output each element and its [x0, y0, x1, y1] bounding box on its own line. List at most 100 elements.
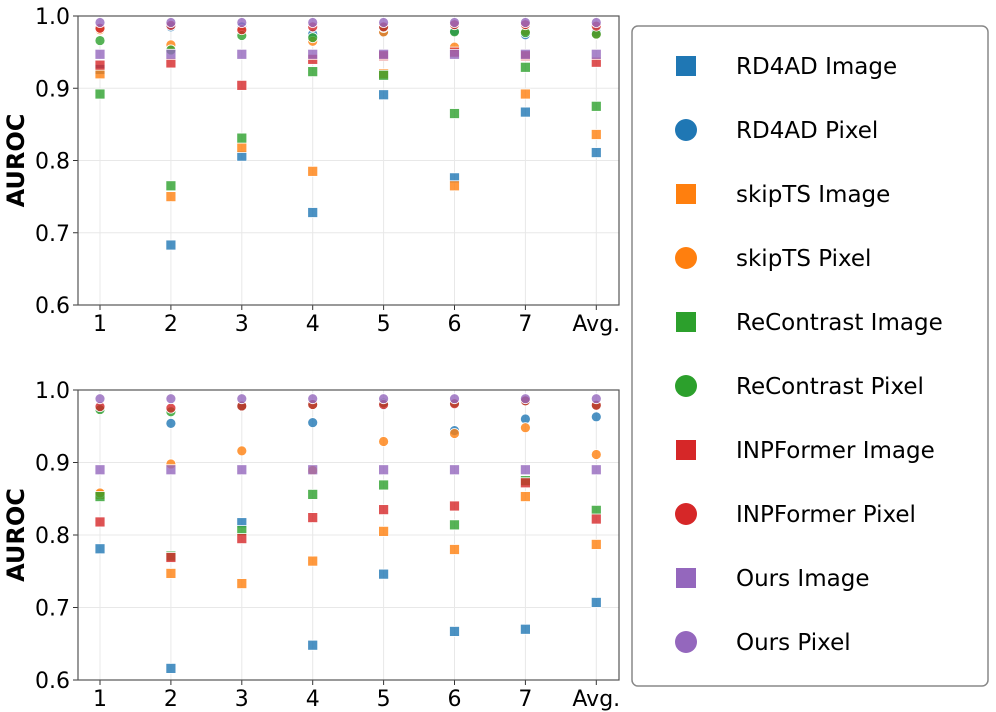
x-tick-label: 4 [306, 312, 320, 337]
legend-marker-skipts-pixel [675, 247, 697, 269]
y-tick-label: 0.9 [35, 452, 70, 477]
x-tick-label: Avg. [572, 687, 620, 712]
legend-label-skipts-pixel: skipTS Pixel [736, 246, 871, 272]
legend-label-ours-image: Ours Image [736, 566, 869, 592]
point-skipts-pixel-avg [590, 449, 602, 460]
point-inpformer-image-3 [236, 533, 248, 545]
point-rd4ad-image-avg [590, 147, 602, 158]
x-tick-label: Avg. [572, 312, 620, 337]
y-tick-label: 0.6 [35, 669, 70, 694]
y-tick-label: 0.8 [35, 524, 70, 549]
point-ours-pixel-4 [307, 17, 319, 28]
point-ours-image-6 [449, 48, 460, 60]
point-skipts-image-2 [165, 568, 177, 579]
point-skipts-pixel-5 [378, 436, 390, 447]
point-ours-image-avg [590, 48, 602, 60]
y-tick-label: 0.7 [35, 222, 70, 247]
legend-label-recontrast-pixel: ReContrast Pixel [736, 374, 924, 400]
legend-marker-inpformer-image [676, 440, 696, 460]
x-tick-label: 7 [518, 687, 532, 712]
point-skipts-image-avg [590, 129, 602, 140]
legend-marker-inpformer-pixel [675, 503, 697, 525]
x-tick-label: 4 [306, 687, 320, 712]
point-skipts-image-6 [449, 180, 460, 192]
point-rd4ad-pixel-2 [165, 417, 177, 429]
point-rd4ad-image-avg [590, 597, 602, 608]
point-rd4ad-image-2 [165, 663, 177, 674]
legend-label-skipts-image: skipTS Image [736, 182, 890, 208]
point-ours-image-5 [378, 464, 390, 476]
point-ours-pixel-7 [520, 17, 531, 28]
x-tick-label: 2 [164, 312, 178, 337]
point-ours-image-4 [307, 464, 319, 476]
point-inpformer-image-1 [94, 59, 106, 71]
point-rd4ad-image-5 [378, 89, 390, 101]
legend-label-rd4ad-pixel: RD4AD Pixel [736, 118, 878, 144]
point-rd4ad-image-1 [94, 543, 106, 555]
point-rd4ad-pixel-4 [307, 417, 319, 429]
point-ours-image-7 [520, 48, 531, 60]
y-tick-label: 0.7 [35, 597, 70, 622]
point-rd4ad-image-2 [165, 239, 177, 251]
point-rd4ad-image-7 [520, 623, 531, 635]
point-recontrast-image-3 [236, 132, 248, 144]
x-tick-label: 5 [377, 687, 391, 712]
x-tick-label: 6 [448, 312, 462, 337]
point-recontrast-image-1 [94, 88, 106, 100]
point-recontrast-pixel-1 [94, 35, 106, 46]
point-skipts-image-4 [307, 555, 319, 567]
point-ours-image-4 [307, 48, 319, 60]
point-inpformer-pixel-2 [165, 402, 177, 414]
point-ours-image-2 [165, 48, 177, 60]
point-skipts-image-7 [520, 88, 531, 100]
point-ours-pixel-7 [520, 393, 531, 405]
x-tick-label: 1 [93, 687, 107, 712]
point-skipts-image-3 [236, 578, 248, 589]
top-scatter-panel: 0.6 0.7 0.8 0.9 1.0 1 2 3 4 5 6 7 Avg. AUROC [2, 5, 620, 337]
legend-marker-ours-pixel [675, 631, 697, 653]
y-tick-label: 0.6 [35, 294, 70, 319]
point-rd4ad-pixel-avg [590, 411, 602, 423]
x-tick-label: 3 [235, 312, 249, 337]
point-recontrast-image-1 [94, 491, 106, 502]
point-recontrast-pixel-4 [307, 32, 319, 44]
point-skipts-image-5 [378, 525, 390, 537]
point-skipts-image-avg [590, 539, 602, 550]
point-ours-pixel-2 [165, 17, 177, 28]
point-ours-pixel-avg [590, 17, 602, 28]
point-skipts-image-2 [165, 191, 177, 203]
point-inpformer-image-5 [378, 504, 390, 516]
legend-marker-rd4ad-image [676, 56, 696, 76]
x-tick-label: 5 [377, 312, 391, 337]
plot-frame [77, 389, 620, 681]
point-ours-pixel-3 [236, 393, 248, 405]
point-ours-image-1 [94, 464, 106, 476]
y-tick-label: 0.9 [35, 77, 70, 102]
point-ours-pixel-1 [94, 393, 106, 405]
point-recontrast-image-avg [590, 100, 602, 112]
point-ours-image-7 [520, 464, 531, 476]
point-ours-pixel-4 [307, 393, 319, 405]
y-axis-title: AUROC [2, 114, 30, 208]
x-tick-label: 1 [93, 312, 107, 337]
legend-marker-skipts-image [676, 184, 696, 204]
point-recontrast-image-5 [378, 69, 390, 81]
point-skipts-pixel-6 [449, 428, 460, 439]
point-ours-pixel-5 [378, 393, 390, 405]
bottom-scatter-panel: 0.6 0.7 0.8 0.9 1.0 1 2 3 4 5 6 7 Avg. AUROC [2, 379, 620, 712]
point-inpformer-image-3 [236, 79, 248, 91]
plot-frame [77, 15, 620, 306]
point-rd4ad-image-4 [307, 207, 319, 218]
point-recontrast-image-6 [449, 519, 460, 531]
point-inpformer-image-7 [520, 477, 531, 489]
point-ours-pixel-6 [449, 17, 460, 28]
point-recontrast-image-7 [520, 61, 531, 73]
point-recontrast-image-4 [307, 488, 319, 500]
legend-label-inpformer-image: INPFormer Image [736, 438, 935, 464]
x-tick-label: 2 [164, 687, 178, 712]
point-skipts-image-6 [449, 544, 460, 555]
point-skipts-image-3 [236, 142, 248, 153]
point-rd4ad-image-6 [449, 626, 460, 637]
legend-marker-recontrast-image [676, 312, 696, 332]
